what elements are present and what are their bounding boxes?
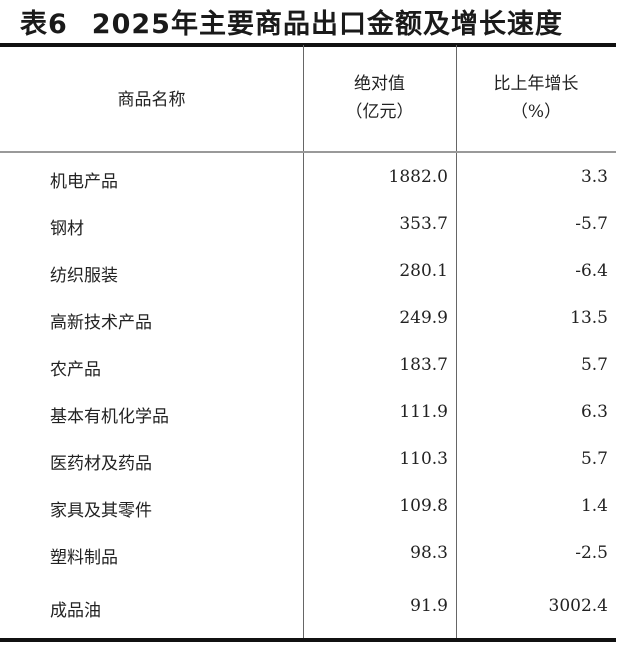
row-name: 纺织服装 xyxy=(50,266,118,286)
row-name: 塑料制品 xyxy=(50,548,118,568)
row-growth: -5.7 xyxy=(575,214,608,234)
table-number: 表6 xyxy=(20,9,68,40)
table-row: 基本有机化学品 111.9 6.3 xyxy=(0,402,616,427)
header-value: 绝对值 （亿元） xyxy=(303,70,456,126)
row-growth: 6.3 xyxy=(580,402,608,422)
row-growth: 13.5 xyxy=(570,308,608,328)
table-row: 纺织服装 280.1 -6.4 xyxy=(0,261,616,286)
row-growth: 5.7 xyxy=(580,449,608,469)
row-value: 98.3 xyxy=(410,543,448,563)
header-growth-label: 比上年增长 xyxy=(493,74,579,94)
row-name: 基本有机化学品 xyxy=(50,407,169,427)
row-value: 1882.0 xyxy=(388,167,448,187)
row-growth: -6.4 xyxy=(575,261,608,281)
header-rule xyxy=(0,151,616,153)
row-value: 110.3 xyxy=(399,449,448,469)
table-row: 成品油 91.9 3002.4 xyxy=(0,596,616,621)
row-value: 353.7 xyxy=(399,214,448,234)
column-divider xyxy=(456,45,457,640)
table-row: 塑料制品 98.3 -2.5 xyxy=(0,543,616,568)
row-growth: 3002.4 xyxy=(548,596,608,616)
row-value: 111.9 xyxy=(399,402,448,422)
row-value: 91.9 xyxy=(410,596,448,616)
table-row: 钢材 353.7 -5.7 xyxy=(0,214,616,239)
row-value: 249.9 xyxy=(399,308,448,328)
row-name: 高新技术产品 xyxy=(50,313,152,333)
row-value: 109.8 xyxy=(399,496,448,516)
row-growth: 5.7 xyxy=(580,355,608,375)
row-name: 医药材及药品 xyxy=(50,454,152,474)
bottom-rule xyxy=(0,638,616,642)
row-name: 成品油 xyxy=(50,601,101,621)
table-row: 农产品 183.7 5.7 xyxy=(0,355,616,380)
row-value: 280.1 xyxy=(399,261,448,281)
table-row: 家具及其零件 109.8 1.4 xyxy=(0,496,616,521)
column-divider xyxy=(303,45,304,640)
header-name: 商品名称 xyxy=(117,90,186,110)
header-growth: 比上年增长 （%） xyxy=(456,70,616,126)
header-value-unit: （亿元） xyxy=(345,102,414,122)
row-name: 农产品 xyxy=(50,360,101,380)
top-rule xyxy=(0,43,616,47)
row-name: 钢材 xyxy=(50,219,84,239)
row-growth: -2.5 xyxy=(575,543,608,563)
header-value-label: 绝对值 xyxy=(354,74,405,94)
row-name: 家具及其零件 xyxy=(50,501,152,521)
table-row: 高新技术产品 249.9 13.5 xyxy=(0,308,616,333)
row-name: 机电产品 xyxy=(50,172,118,192)
row-growth: 3.3 xyxy=(580,167,608,187)
row-value: 183.7 xyxy=(399,355,448,375)
table-title: 表6 2025年主要商品出口金额及增长速度 xyxy=(20,2,587,41)
row-growth: 1.4 xyxy=(580,496,608,516)
table-row: 医药材及药品 110.3 5.7 xyxy=(0,449,616,474)
header-growth-unit: （%） xyxy=(510,102,562,122)
table-title-text: 2025年主要商品出口金额及增长速度 xyxy=(91,9,563,40)
table-row: 机电产品 1882.0 3.3 xyxy=(0,167,616,192)
